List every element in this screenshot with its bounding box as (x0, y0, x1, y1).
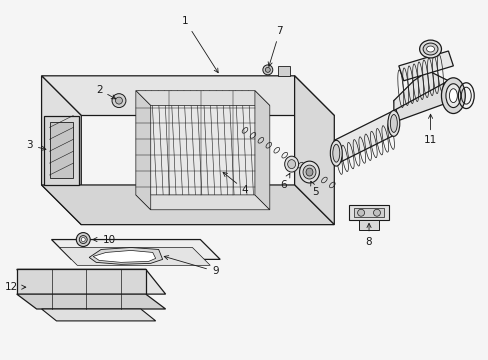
Ellipse shape (441, 78, 464, 113)
Polygon shape (398, 51, 452, 81)
Text: 2: 2 (96, 85, 116, 99)
Ellipse shape (426, 46, 434, 52)
Text: 8: 8 (365, 224, 371, 247)
Polygon shape (49, 122, 73, 178)
Polygon shape (43, 116, 79, 185)
Circle shape (265, 67, 270, 72)
Polygon shape (89, 247, 163, 264)
Ellipse shape (332, 144, 339, 162)
Text: 12: 12 (5, 282, 26, 292)
Text: 7: 7 (267, 26, 283, 66)
Ellipse shape (303, 165, 315, 179)
Text: 6: 6 (280, 174, 289, 190)
Circle shape (115, 97, 122, 104)
Ellipse shape (387, 111, 399, 136)
Polygon shape (41, 185, 334, 225)
Polygon shape (17, 269, 145, 294)
Polygon shape (136, 195, 269, 210)
Polygon shape (136, 91, 269, 105)
Ellipse shape (422, 43, 437, 55)
Ellipse shape (448, 89, 456, 103)
Text: 11: 11 (423, 114, 436, 145)
Polygon shape (41, 76, 81, 225)
Text: 10: 10 (93, 234, 115, 244)
Polygon shape (393, 71, 447, 111)
Polygon shape (294, 76, 334, 225)
Ellipse shape (284, 156, 298, 172)
Ellipse shape (305, 168, 312, 176)
Circle shape (357, 209, 364, 216)
Polygon shape (348, 205, 388, 220)
Polygon shape (358, 220, 378, 230)
Polygon shape (136, 91, 254, 195)
Polygon shape (334, 111, 393, 165)
Circle shape (76, 233, 90, 247)
Polygon shape (254, 91, 269, 210)
Polygon shape (17, 294, 165, 309)
Polygon shape (41, 309, 155, 321)
Polygon shape (136, 91, 150, 210)
Ellipse shape (330, 140, 342, 166)
Ellipse shape (419, 40, 441, 58)
Polygon shape (51, 239, 220, 260)
Circle shape (81, 238, 85, 242)
Text: 9: 9 (164, 256, 218, 276)
Text: 1: 1 (182, 16, 218, 73)
Text: 5: 5 (310, 181, 318, 197)
Polygon shape (41, 76, 334, 116)
Polygon shape (17, 269, 165, 294)
Polygon shape (277, 66, 289, 76)
Circle shape (112, 94, 126, 108)
Polygon shape (60, 247, 210, 265)
Polygon shape (443, 81, 457, 111)
Circle shape (373, 209, 380, 216)
Ellipse shape (299, 161, 319, 183)
Polygon shape (393, 81, 452, 121)
Ellipse shape (445, 84, 460, 108)
Circle shape (79, 235, 87, 243)
Text: 3: 3 (26, 140, 46, 150)
Polygon shape (93, 251, 155, 262)
Ellipse shape (287, 159, 295, 168)
Circle shape (263, 65, 272, 75)
Ellipse shape (389, 114, 396, 132)
Text: 4: 4 (223, 172, 248, 195)
Polygon shape (353, 208, 383, 217)
